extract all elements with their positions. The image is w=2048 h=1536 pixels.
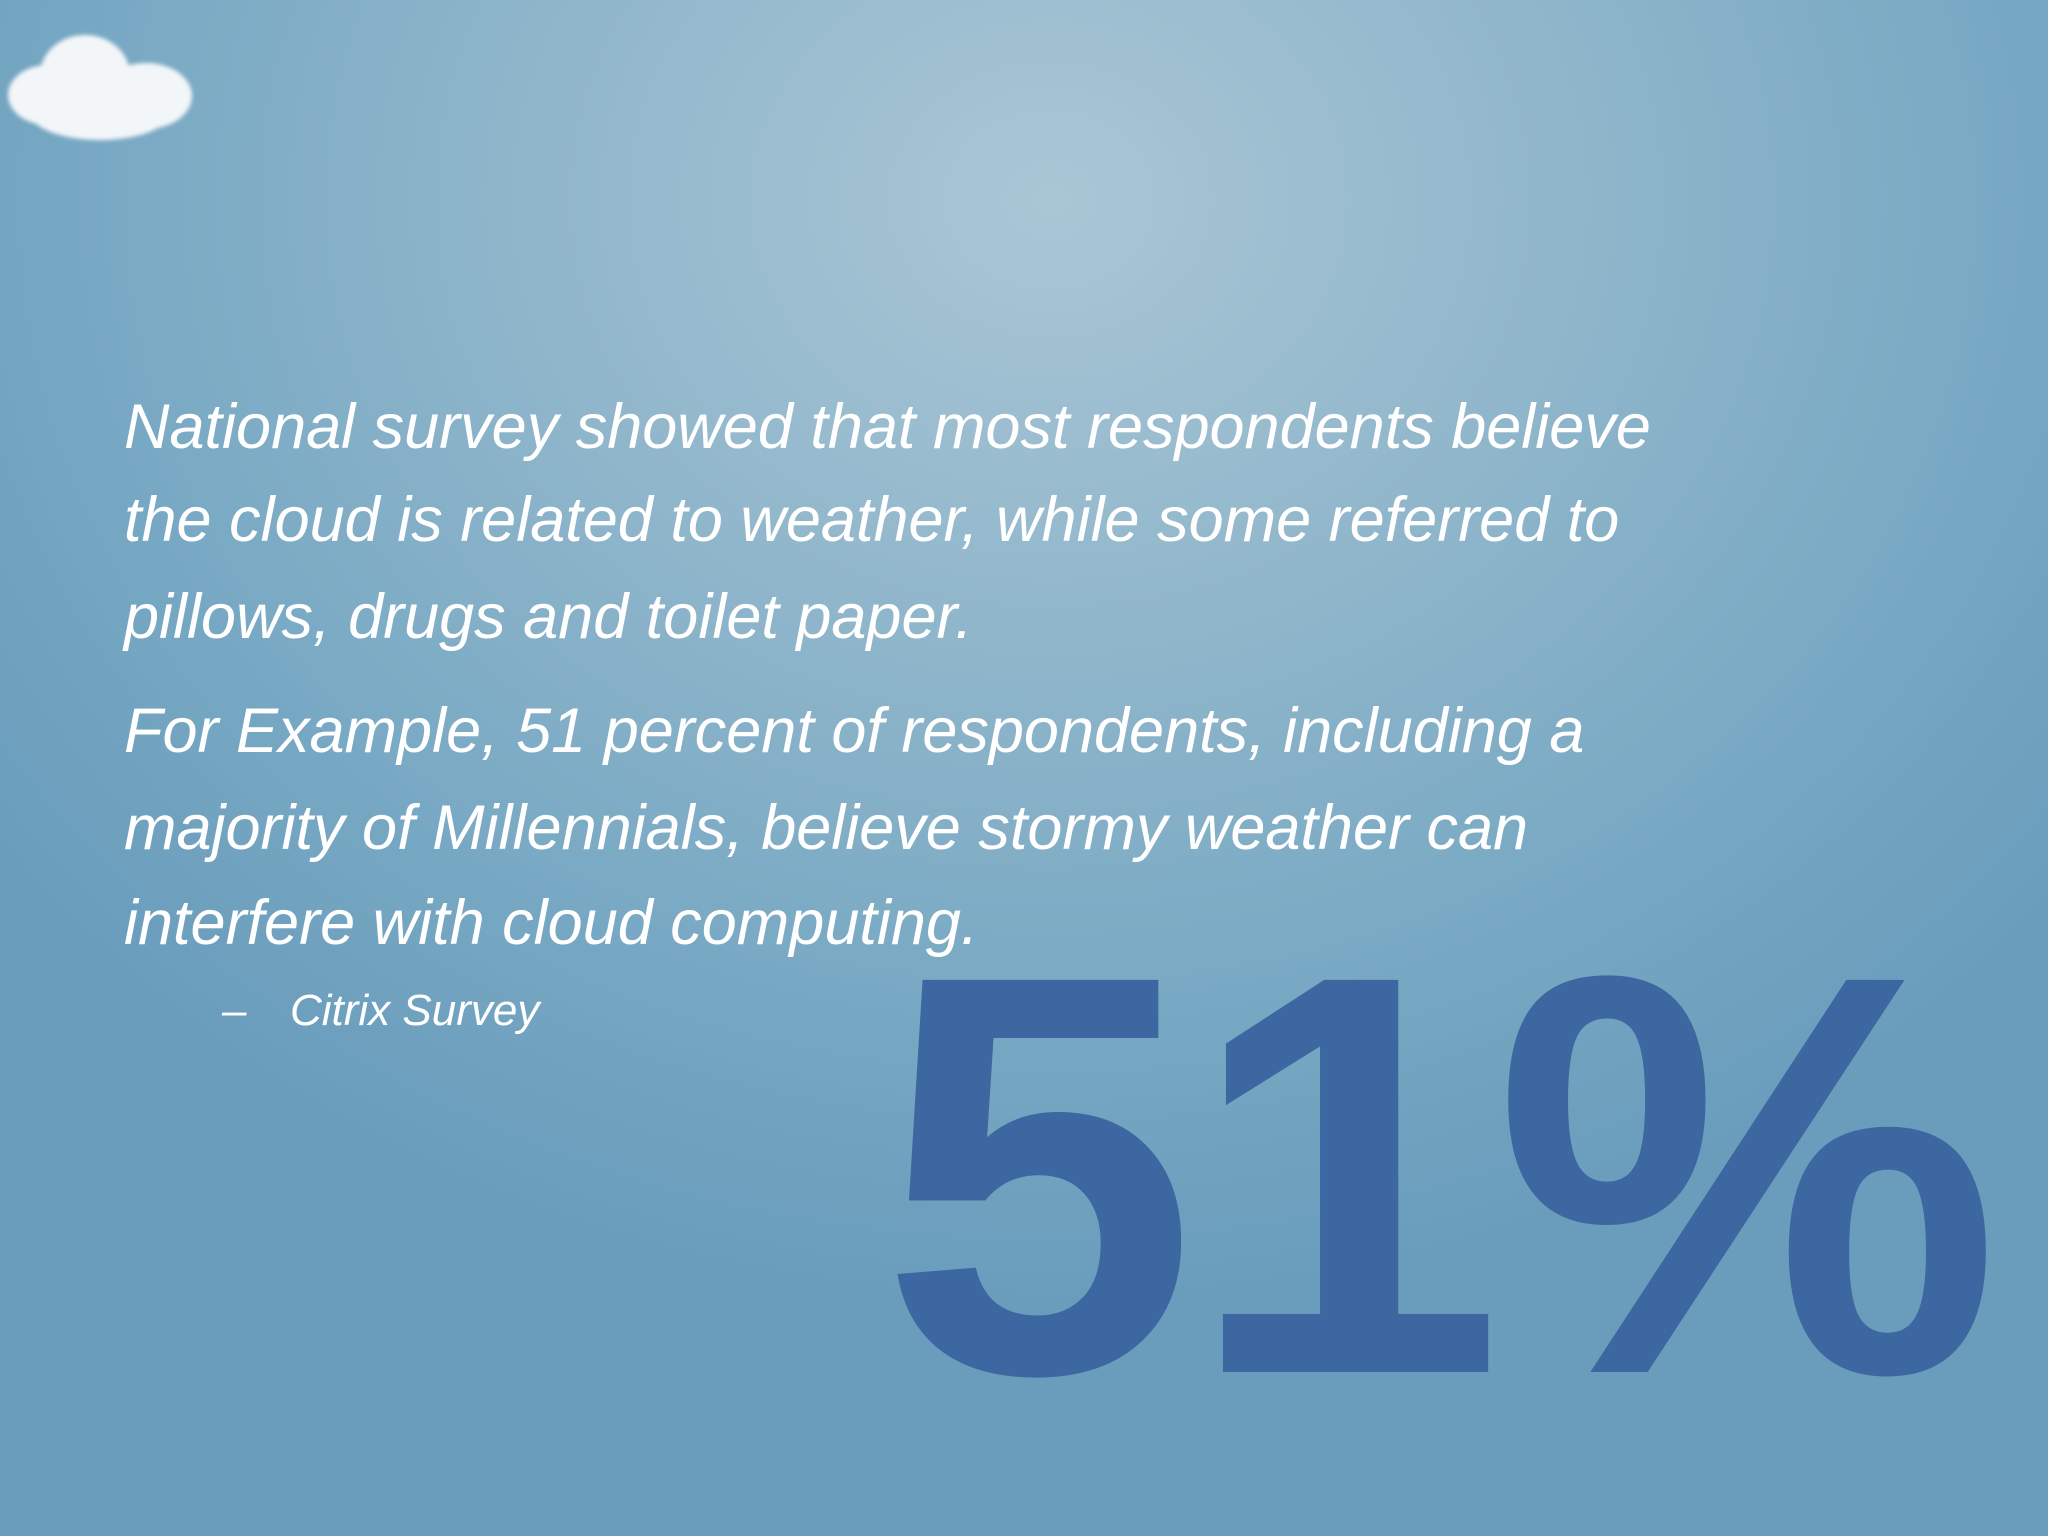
quote-line: pillows, drugs and toilet paper. [124, 582, 973, 652]
attribution: Citrix Survey [290, 986, 540, 1035]
quote-line: National survey showed that most respond… [124, 392, 1651, 462]
attribution-marker: – [222, 986, 247, 1035]
quote-line: the cloud is related to weather, while s… [124, 485, 1620, 555]
cloud-icon [0, 25, 200, 145]
quote-line: majority of Millennials, believe stormy … [124, 793, 1529, 863]
quote-line: interfere with cloud computing. [124, 888, 979, 958]
quote-line: For Example, 51 percent of respondents, … [124, 696, 1585, 766]
big-stat: 51% [880, 856, 2001, 1493]
